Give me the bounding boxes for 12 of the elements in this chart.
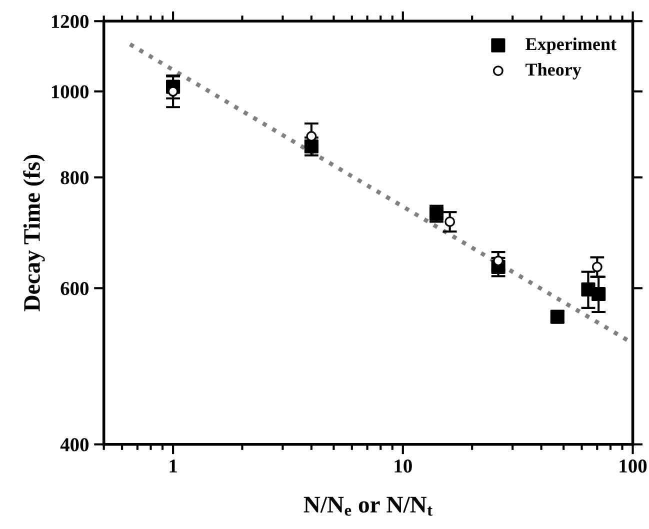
x-axis-title: N/N$_{e}$ or N/N$_{t}$ <box>304 496 432 516</box>
x-tick-label: 100 <box>620 460 647 473</box>
legend-label: Theory <box>526 63 582 80</box>
y-tick-label: 400 <box>60 438 89 452</box>
x-tick-label: 10 <box>394 460 412 473</box>
legend-label: Experiment <box>526 38 616 54</box>
y-tick-label: 600 <box>60 282 89 296</box>
y-tick-label: 1000 <box>52 85 89 98</box>
x-tick-label: 1 <box>170 460 177 472</box>
y-tick-label: 1200 <box>52 14 89 28</box>
y-axis-title: Decay Time (fs) <box>23 154 45 312</box>
y-tick-label: 800 <box>60 171 89 184</box>
